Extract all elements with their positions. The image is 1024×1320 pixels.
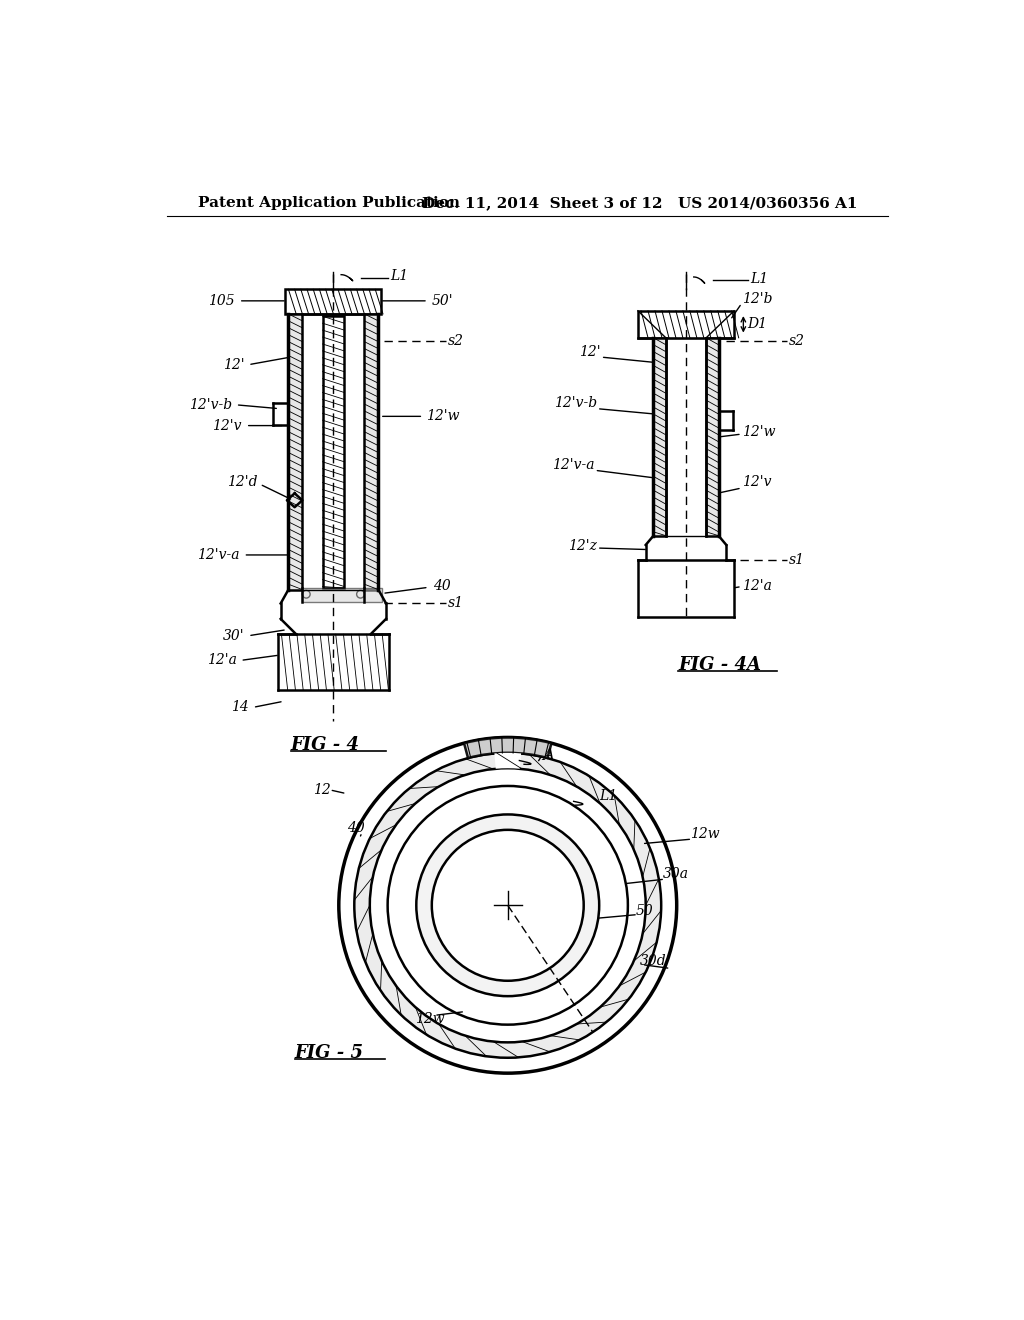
Text: 12'v-a: 12'v-a xyxy=(552,458,595,471)
Wedge shape xyxy=(464,738,552,758)
Text: D1: D1 xyxy=(748,317,767,331)
Text: FIG - 4A: FIG - 4A xyxy=(678,656,761,675)
Text: 12'z: 12'z xyxy=(568,539,597,553)
Text: 12': 12' xyxy=(580,346,601,359)
Text: 12'v-a: 12'v-a xyxy=(197,548,240,562)
Text: s1: s1 xyxy=(790,553,805,568)
Polygon shape xyxy=(653,338,666,536)
Text: 12'd: 12'd xyxy=(227,475,257,488)
Polygon shape xyxy=(638,312,734,338)
Polygon shape xyxy=(707,338,719,536)
Text: A: A xyxy=(543,747,555,764)
Text: 12'a: 12'a xyxy=(741,578,772,593)
Text: 40: 40 xyxy=(347,821,365,836)
Polygon shape xyxy=(286,289,381,314)
Text: 12w: 12w xyxy=(416,1012,445,1026)
Text: s2: s2 xyxy=(790,334,805,348)
Text: 30a: 30a xyxy=(663,867,689,882)
Text: 12': 12' xyxy=(222,358,245,372)
Text: US 2014/0360356 A1: US 2014/0360356 A1 xyxy=(678,197,858,210)
Polygon shape xyxy=(323,317,344,589)
Text: s2: s2 xyxy=(449,334,464,348)
Text: 12'v: 12'v xyxy=(212,418,242,433)
Text: FIG - 4: FIG - 4 xyxy=(291,737,359,754)
Text: 12w: 12w xyxy=(690,828,720,841)
Text: 12: 12 xyxy=(313,783,331,797)
Text: 12'b: 12'b xyxy=(741,292,772,305)
Text: FIG - 5: FIG - 5 xyxy=(295,1044,364,1063)
Text: 50': 50' xyxy=(432,294,454,308)
Text: 105: 105 xyxy=(208,294,234,308)
Text: 40: 40 xyxy=(432,578,451,593)
Text: 12'w: 12'w xyxy=(426,409,460,424)
Text: 12'v-b: 12'v-b xyxy=(188,397,231,412)
Polygon shape xyxy=(302,589,382,602)
Text: Patent Application Publication: Patent Application Publication xyxy=(198,197,460,210)
Text: 12'v: 12'v xyxy=(741,475,771,488)
Text: 12'v-b: 12'v-b xyxy=(554,396,597,411)
Text: L1: L1 xyxy=(390,269,409,284)
Text: 12'w: 12'w xyxy=(741,425,775,438)
Polygon shape xyxy=(289,314,302,590)
Text: 30': 30' xyxy=(222,628,245,643)
Text: Dec. 11, 2014  Sheet 3 of 12: Dec. 11, 2014 Sheet 3 of 12 xyxy=(423,197,663,210)
Text: L1: L1 xyxy=(751,272,768,285)
Text: 12'a: 12'a xyxy=(207,653,237,668)
Polygon shape xyxy=(365,314,378,590)
Text: 14: 14 xyxy=(231,701,249,714)
Text: s1: s1 xyxy=(449,597,464,610)
Text: L1: L1 xyxy=(599,789,617,803)
Wedge shape xyxy=(495,752,521,768)
Text: 30d: 30d xyxy=(640,954,667,968)
Text: 50: 50 xyxy=(636,904,653,917)
